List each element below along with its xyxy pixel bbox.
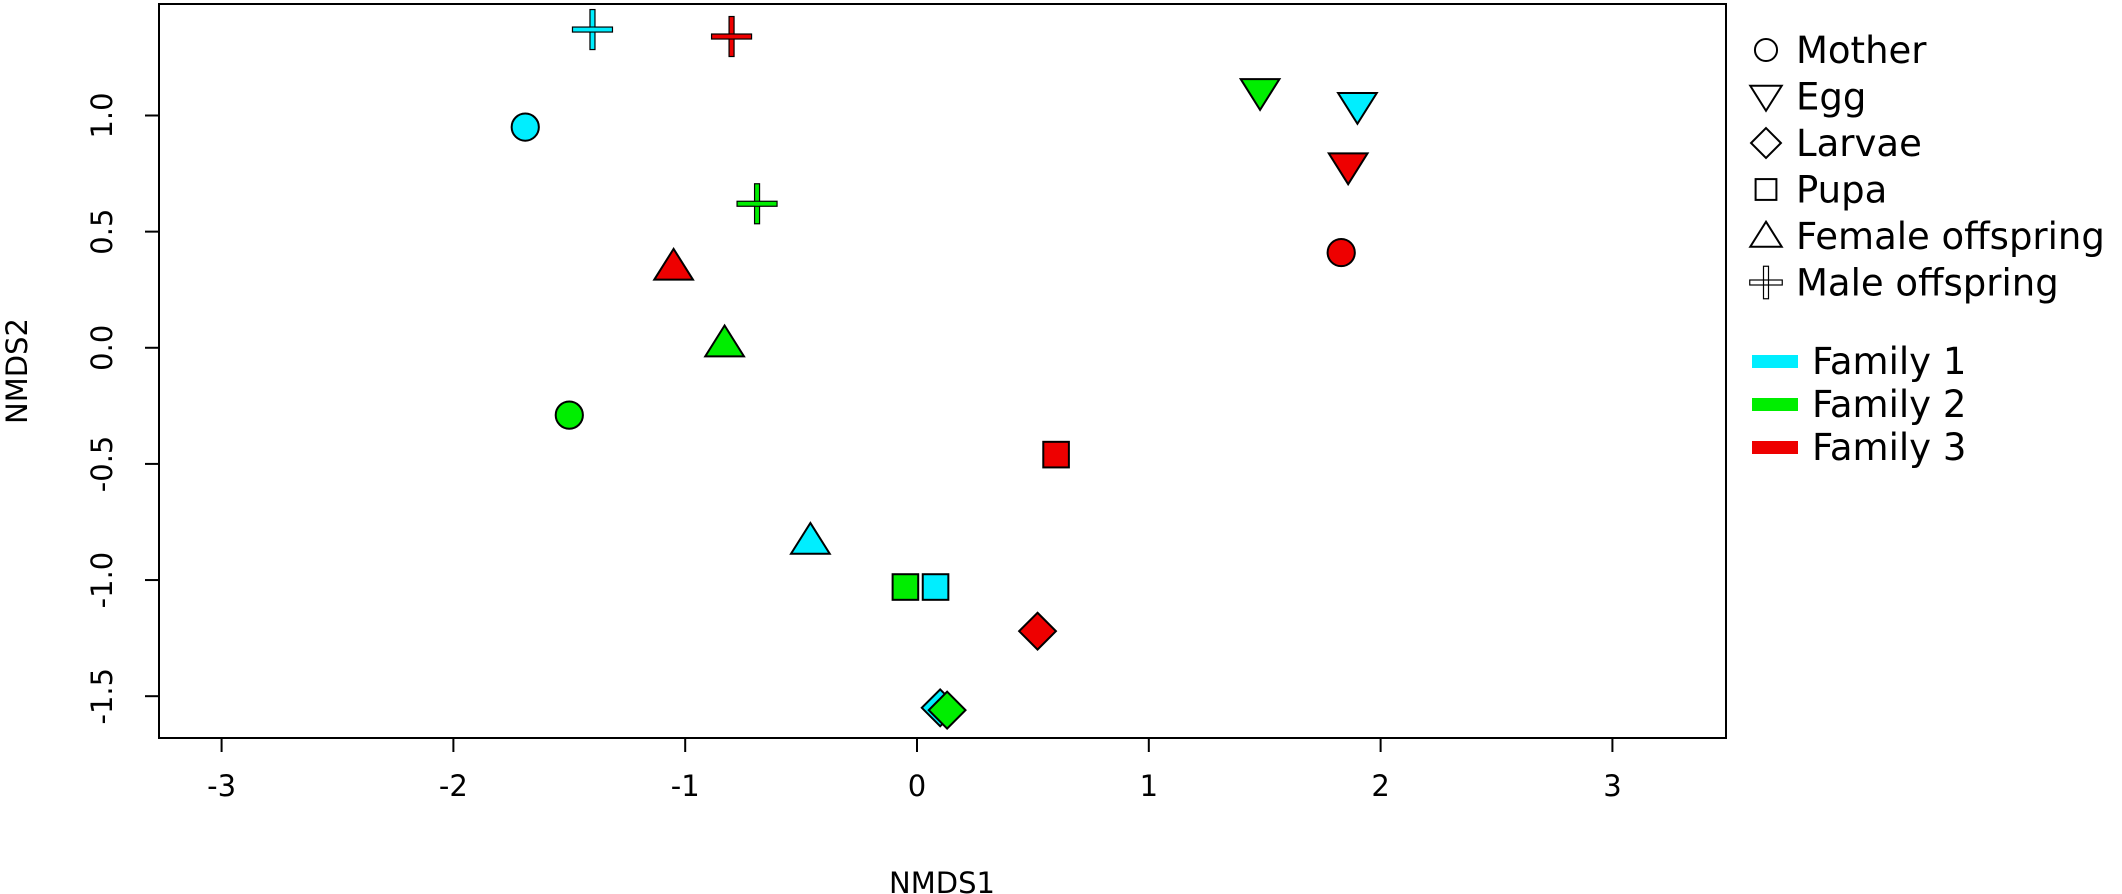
x-tick-label: 2 [1371,769,1389,803]
shape-legend-label: Mother [1796,29,1927,72]
plot-frame [158,3,1727,739]
y-tick-label: 0.5 [85,209,119,255]
data-point-triangle-up [703,323,746,358]
data-point-cross [571,8,614,51]
legend-triangle-up-icon [1748,219,1784,248]
x-axis-title: NMDS1 [889,866,995,894]
x-tick-label: 3 [1603,769,1621,803]
data-point-cross [736,183,778,225]
y-tick-label: -1.5 [85,668,119,725]
x-tick-label: -1 [671,769,700,803]
data-point-triangle-up [789,521,832,555]
color-legend-swatch [1752,441,1798,454]
data-point-triangle-down [1238,78,1282,112]
x-tick-label: 0 [908,769,926,803]
x-tick-label: -3 [207,769,236,803]
y-axis-title: NMDS2 [0,318,34,424]
color-legend-label: Family 3 [1812,426,1966,469]
color-legend-swatch [1752,398,1798,411]
shape-legend-label: Larvae [1796,122,1922,165]
x-tick-label: -2 [439,769,468,803]
data-point-square [891,573,920,601]
color-legend-swatch [1752,355,1798,368]
y-axis: -1.5 -1.0 -0.5 0.0 0.5 1.0 [85,92,160,725]
data-point-circle [510,112,540,142]
legend-square-icon [1754,178,1778,201]
data-point-square [921,573,950,601]
shape-legend-label: Pupa [1796,169,1887,212]
y-tick-label: 1.0 [85,92,119,138]
y-tick-label: 0.0 [85,325,119,371]
legend-diamond-icon [1749,126,1783,160]
y-tick-label: -1.0 [85,552,119,609]
data-points [510,8,1379,730]
legend-cross-icon [1749,265,1783,300]
data-point-cross [710,15,753,58]
legend-circle-icon [1753,37,1779,63]
color-legend-label: Family 1 [1812,340,1966,383]
data-point-diamond [1017,611,1058,651]
shape-legend-label: Female offspring [1796,215,2105,258]
data-point-triangle-up [652,246,695,281]
legend-triangle-down-icon [1748,84,1784,113]
shape-legend-label: Male offspring [1796,262,2059,305]
color-legend-label: Family 2 [1812,383,1966,426]
y-tick-label: -0.5 [85,436,119,493]
data-point-square [1042,440,1070,469]
data-point-circle [1326,237,1356,268]
data-point-circle [554,400,584,430]
data-point-diamond [927,690,967,730]
x-axis: -3 -2 -1 0 1 2 3 [207,737,1622,803]
data-point-triangle-down [1326,152,1370,187]
data-point-triangle-down [1336,92,1379,126]
shape-legend-label: Egg [1796,76,1866,119]
x-tick-label: 1 [1140,769,1158,803]
